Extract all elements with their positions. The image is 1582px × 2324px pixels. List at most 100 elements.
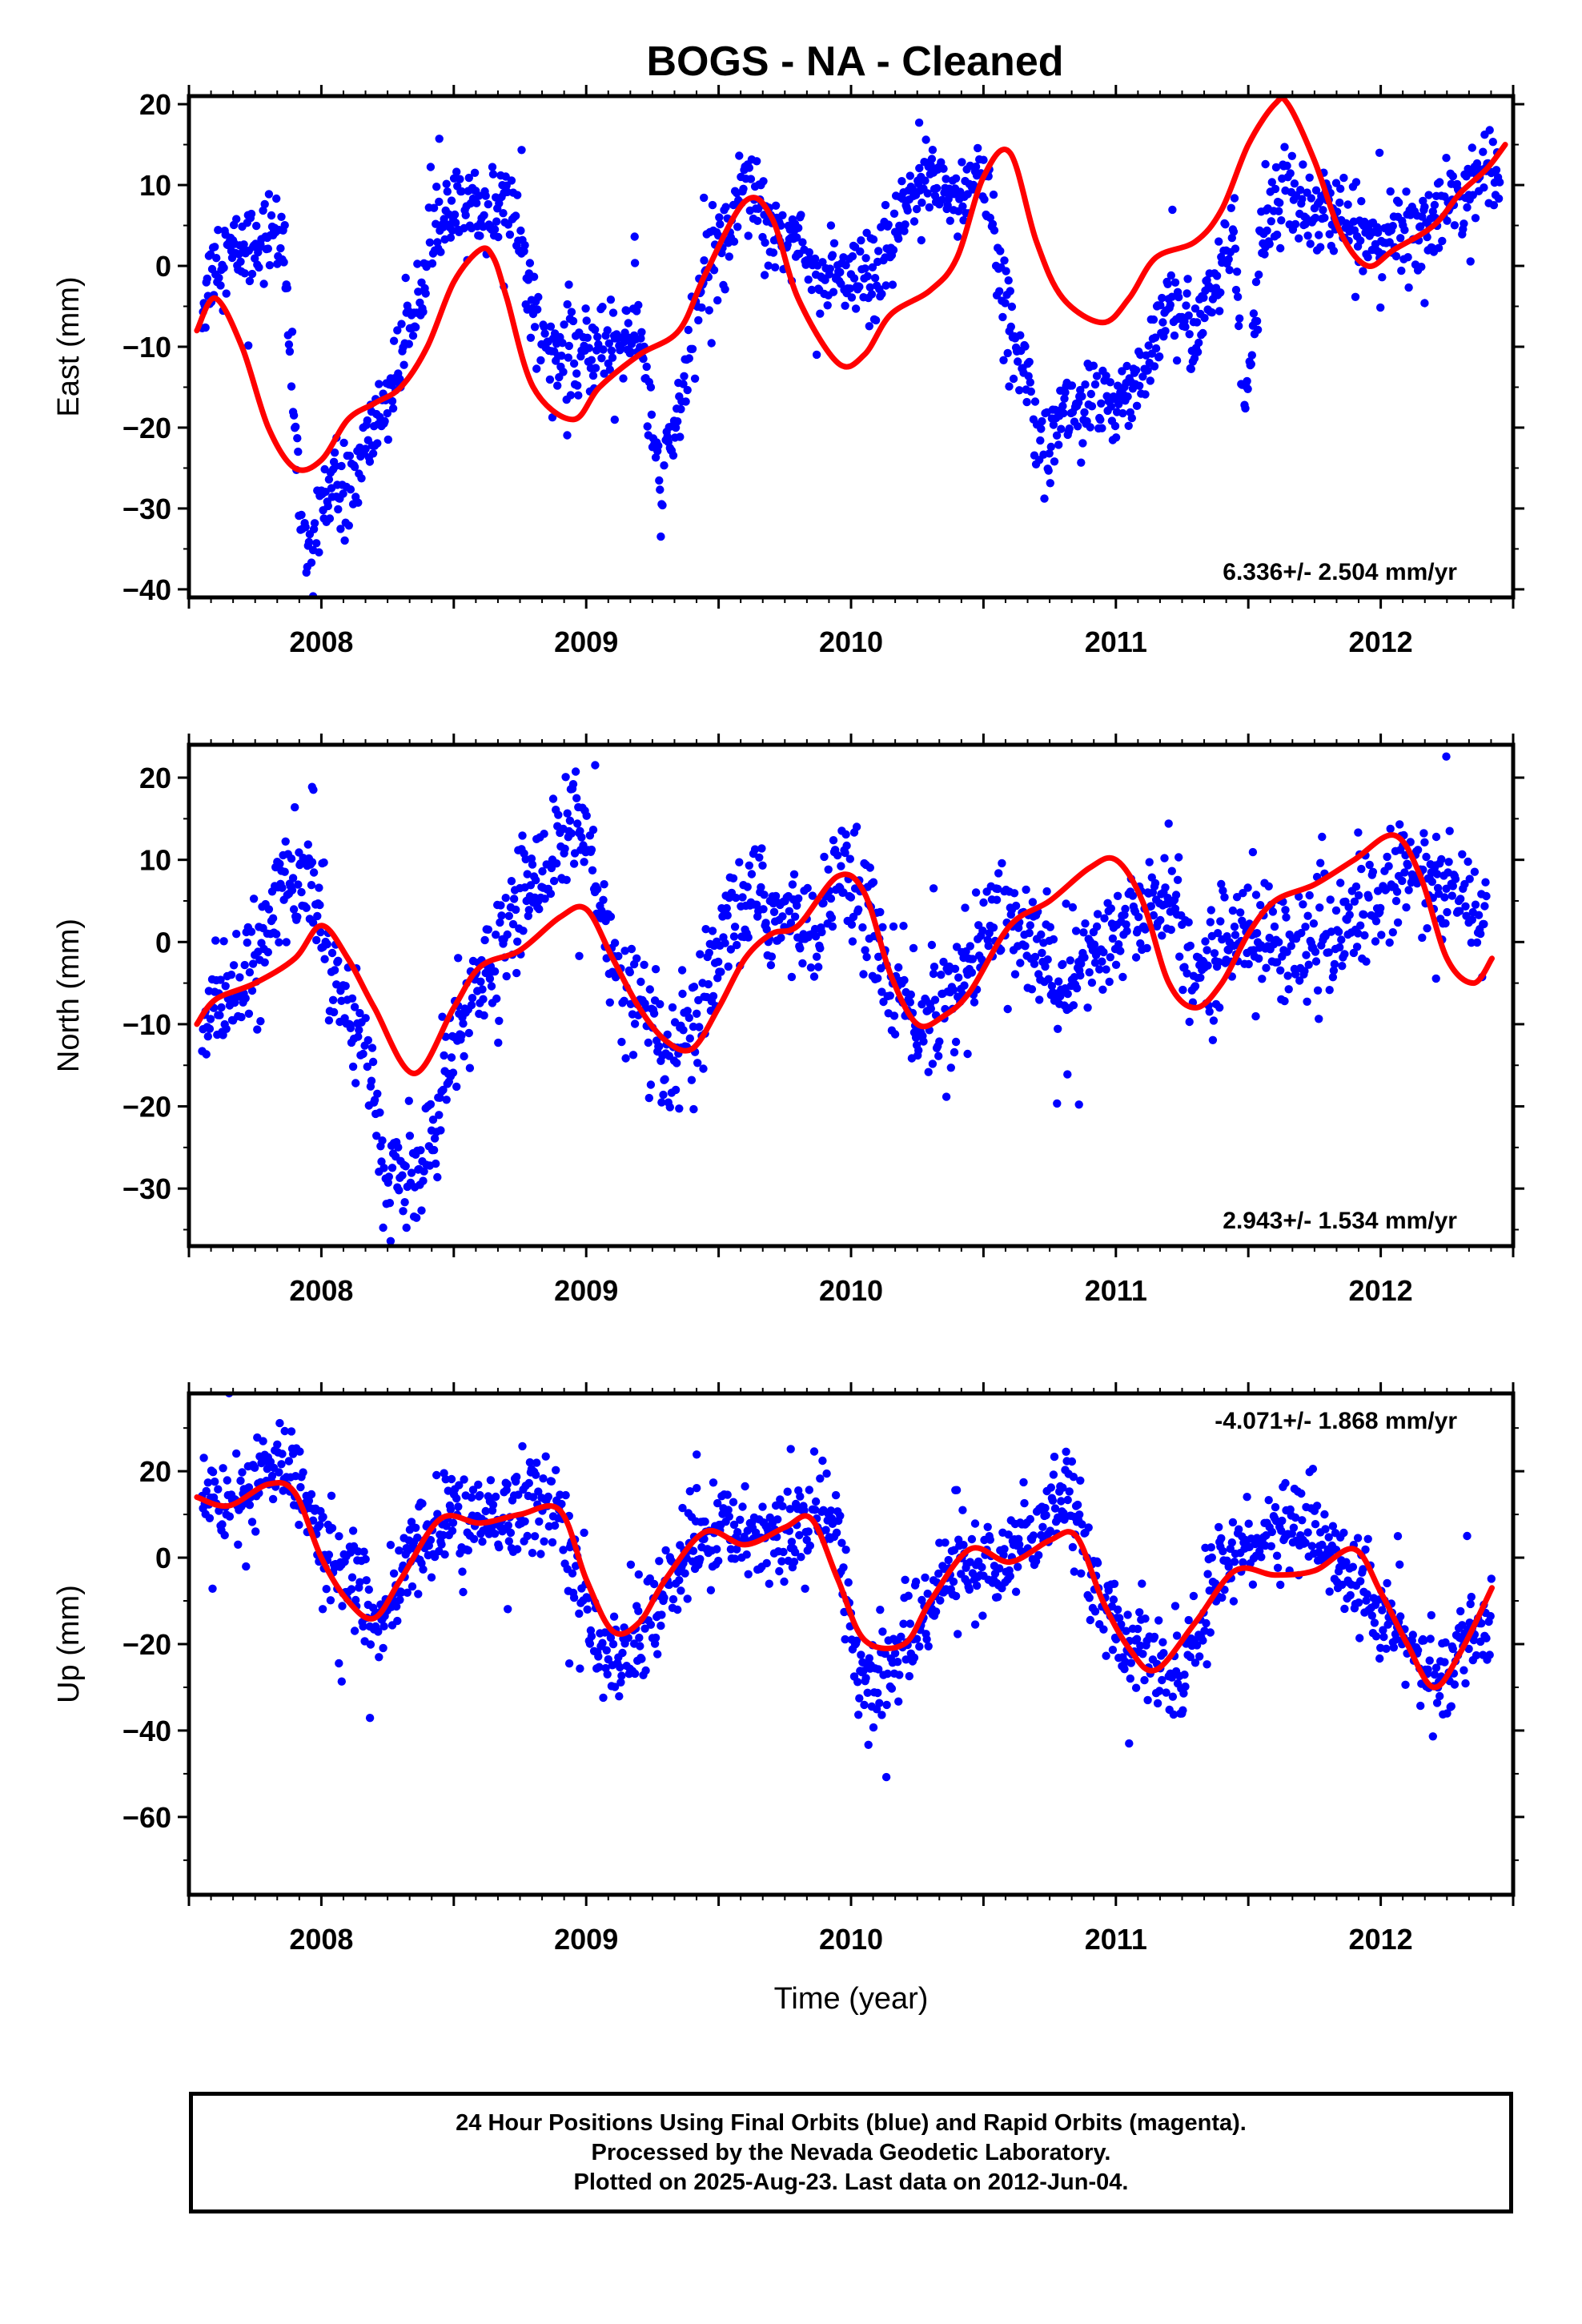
data-point (594, 1652, 603, 1661)
data-point (550, 1521, 560, 1530)
data-point (643, 422, 652, 431)
data-point (794, 223, 803, 232)
data-point (534, 292, 543, 302)
data-point (440, 1051, 448, 1060)
data-point (1391, 896, 1401, 906)
data-point (339, 489, 347, 498)
data-point (942, 175, 950, 183)
data-point (503, 1480, 512, 1489)
data-point (1042, 887, 1051, 896)
y-tick-label: 0 (155, 1542, 171, 1574)
data-point (386, 1236, 396, 1246)
data-point (1026, 378, 1035, 387)
data-point (508, 919, 518, 929)
data-point (1337, 935, 1346, 944)
data-point (1178, 985, 1187, 995)
data-point (980, 195, 989, 204)
data-point (889, 246, 898, 255)
data-point (914, 1046, 923, 1055)
data-point (373, 439, 382, 448)
data-point (733, 223, 742, 231)
data-point (717, 967, 725, 976)
data-point (673, 417, 682, 426)
data-point (881, 281, 890, 290)
data-point (564, 341, 573, 351)
caption-line-1: 24 Hour Positions Using Final Orbits (bl… (456, 2109, 1247, 2136)
data-point (368, 449, 378, 458)
data-point (474, 1480, 483, 1490)
data-point (1464, 1644, 1473, 1654)
data-point (600, 880, 608, 889)
data-point (685, 354, 693, 363)
data-point (628, 1051, 638, 1059)
data-point (1303, 997, 1311, 1007)
data-point (419, 1176, 428, 1185)
data-point (812, 952, 821, 961)
data-point (869, 235, 878, 244)
data-point (506, 1528, 516, 1538)
data-point (525, 259, 535, 267)
x-tick-label: 2008 (289, 1274, 353, 1307)
data-point (627, 944, 636, 954)
data-point (432, 1159, 440, 1168)
data-point (497, 911, 506, 920)
data-point (1163, 279, 1172, 288)
data-point (284, 1457, 294, 1466)
data-point (562, 875, 571, 885)
data-point (1351, 292, 1360, 301)
data-point (1464, 857, 1472, 866)
data-point (1273, 1563, 1283, 1573)
data-point (245, 1501, 255, 1510)
data-point (580, 858, 588, 866)
data-point (656, 1621, 665, 1630)
data-point (347, 1573, 357, 1582)
data-point (746, 175, 756, 183)
data-point (851, 304, 861, 313)
data-point (514, 1490, 523, 1499)
data-point (1468, 915, 1477, 924)
data-point (961, 903, 970, 912)
data-point (1308, 1465, 1318, 1474)
data-point (1430, 200, 1439, 210)
data-point (685, 1034, 694, 1043)
data-point (1006, 287, 1015, 296)
model-curve (194, 832, 1495, 1076)
data-point (1471, 214, 1480, 223)
data-point (354, 1032, 363, 1041)
data-point (677, 966, 687, 975)
data-point (778, 912, 787, 921)
data-point (470, 168, 480, 177)
data-point (760, 271, 769, 279)
data-point (1281, 906, 1290, 915)
data-point (857, 1651, 865, 1659)
data-point (307, 558, 316, 567)
data-point (1122, 920, 1130, 929)
data-point (1143, 1695, 1152, 1705)
data-point (1391, 1634, 1401, 1644)
data-point (1324, 1533, 1333, 1542)
data-point (661, 1546, 670, 1555)
data-point (1379, 1626, 1387, 1634)
data-point (1046, 1483, 1056, 1492)
data-point (591, 761, 600, 770)
data-point (1009, 374, 1018, 384)
data-point (264, 190, 274, 199)
data-point (849, 274, 859, 283)
data-point (461, 211, 470, 219)
data-point (1272, 958, 1282, 967)
data-point (447, 196, 456, 205)
data-point (1416, 1701, 1425, 1711)
data-point (203, 1032, 212, 1041)
data-point (630, 232, 639, 241)
data-point (379, 1643, 387, 1653)
data-point (729, 932, 739, 941)
data-point (722, 903, 731, 913)
data-point (1167, 866, 1177, 875)
data-point (1191, 982, 1200, 991)
data-point (738, 1502, 747, 1511)
data-point (630, 1669, 640, 1679)
data-point (362, 1576, 371, 1585)
data-point (1065, 1487, 1074, 1496)
data-point (1486, 1611, 1495, 1621)
